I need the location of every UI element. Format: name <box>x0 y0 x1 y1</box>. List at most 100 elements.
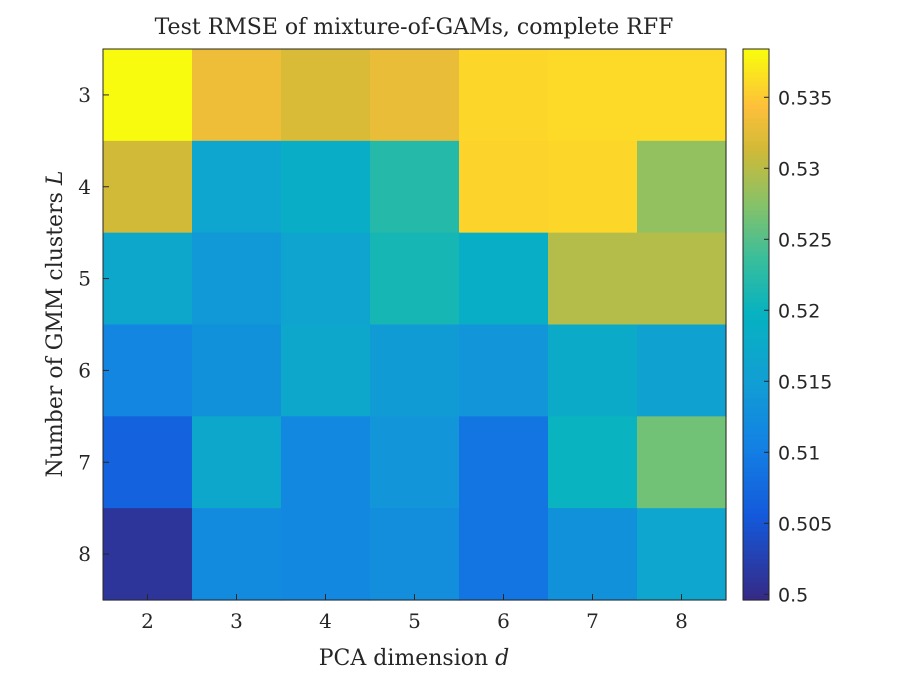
colorbar-segment <box>743 476 769 482</box>
colorbar-segment <box>743 140 769 147</box>
colorbar-segment <box>743 329 769 335</box>
colorbar-segment <box>743 251 769 257</box>
heatmap-cell <box>192 416 282 509</box>
heatmap-cell <box>281 416 371 509</box>
colorbar-segment <box>743 544 769 551</box>
heatmap-cell <box>459 324 549 417</box>
colorbar <box>742 48 770 601</box>
heatmap-cell <box>370 416 460 509</box>
colorbar-segment <box>743 62 769 68</box>
colorbar-segment <box>743 577 769 583</box>
colorbar-segment <box>743 586 769 592</box>
x-axis-label-text: PCA dimension <box>319 646 488 671</box>
x-tick-label: 7 <box>586 609 599 633</box>
colorbar-segment <box>743 503 769 509</box>
colorbar-segment <box>743 466 769 473</box>
colorbar-tick-label: 0.53 <box>778 158 820 180</box>
colorbar-segment <box>743 269 769 275</box>
y-tick-label: 8 <box>78 542 91 566</box>
heatmap-cell <box>281 49 371 142</box>
heatmap-cell <box>192 508 282 601</box>
colorbar-segment <box>743 85 769 91</box>
colorbar-segment <box>743 232 769 238</box>
colorbar-tick-label: 0.505 <box>778 513 832 535</box>
colorbar-segment <box>743 590 769 597</box>
colorbar-segment <box>743 521 769 528</box>
colorbar-segment <box>743 554 769 560</box>
colorbar-segment <box>743 310 769 316</box>
colorbar-segment <box>743 273 769 280</box>
colorbar-segment <box>743 71 769 78</box>
x-tick-label: 5 <box>408 609 421 633</box>
colorbar-segment <box>743 338 769 344</box>
colorbar-segment <box>743 127 769 133</box>
colorbar-segment <box>743 81 769 87</box>
x-tick-label: 4 <box>319 609 332 633</box>
colorbar-segment <box>743 453 769 459</box>
heatmap-cell <box>459 140 549 234</box>
colorbar-segment <box>743 581 769 587</box>
heatmap-cell <box>548 416 638 509</box>
x-tick-labels: 2 3 4 5 6 7 8 <box>141 594 688 633</box>
colorbar-segment <box>743 172 769 179</box>
colorbar-segment <box>743 324 769 330</box>
colorbar-segment <box>743 154 769 160</box>
colorbar-segment <box>743 319 769 326</box>
colorbar-segment <box>743 163 769 169</box>
colorbar-segment <box>743 434 769 440</box>
colorbar-segment <box>743 531 769 537</box>
heatmap-cell <box>103 324 193 417</box>
colorbar-segment <box>743 508 769 514</box>
colorbar-segment <box>743 365 769 372</box>
colorbar-segment <box>743 420 769 427</box>
colorbar-segment <box>743 352 769 358</box>
chart-title: Test RMSE of mixture-of-GAMs, complete R… <box>155 15 674 40</box>
colorbar-segment <box>743 76 769 82</box>
heatmap-cell <box>548 140 638 234</box>
x-tick-label: 2 <box>141 609 154 633</box>
colorbar-segment <box>743 113 769 119</box>
colorbar-segment <box>743 425 769 431</box>
heatmap-cell <box>637 416 727 509</box>
colorbar-segment <box>743 205 769 211</box>
heatmap-cell <box>281 324 371 417</box>
colorbar-segment <box>743 94 769 101</box>
heatmap-cell <box>548 232 638 326</box>
colorbar-segment <box>743 255 769 261</box>
colorbar-segment <box>743 361 769 367</box>
heatmap-cell <box>281 508 371 601</box>
colorbar-segment <box>743 333 769 339</box>
colorbar-segment <box>743 558 769 564</box>
colorbar-segment <box>743 498 769 505</box>
y-tick-label: 6 <box>78 358 91 382</box>
heatmap-cell <box>192 49 282 142</box>
colorbar-segment <box>743 159 769 165</box>
colorbar-segment <box>743 117 769 124</box>
colorbar-segment <box>743 49 769 55</box>
colorbar-tick-label: 0.5 <box>778 584 808 606</box>
colorbar-segment <box>743 292 769 298</box>
heatmap-cell <box>370 508 460 601</box>
y-tick-labels: 3 4 5 6 7 8 <box>78 83 109 566</box>
colorbar-segment <box>743 315 769 321</box>
colorbar-segment <box>743 136 769 142</box>
colorbar-segment <box>743 494 769 500</box>
colorbar-segment <box>743 182 769 188</box>
x-axis-label: PCA dimension d <box>319 646 510 671</box>
x-tick-label: 6 <box>497 609 510 633</box>
colorbar-segment <box>743 572 769 578</box>
colorbar-segment <box>743 228 769 234</box>
heatmap-cell <box>637 508 727 601</box>
colorbar-segment <box>743 563 769 569</box>
colorbar-segment <box>743 287 769 293</box>
heatmap-cell <box>637 232 727 326</box>
heatmap-cell <box>103 232 193 326</box>
colorbar-segment <box>743 122 769 128</box>
colorbar-segment <box>743 150 769 156</box>
colorbar-segment <box>743 462 769 468</box>
y-tick-label: 7 <box>78 450 91 474</box>
colorbar-segment <box>743 356 769 362</box>
heatmap-cells <box>103 49 727 601</box>
colorbar-segment <box>743 407 769 413</box>
heatmap-cell <box>548 49 638 142</box>
